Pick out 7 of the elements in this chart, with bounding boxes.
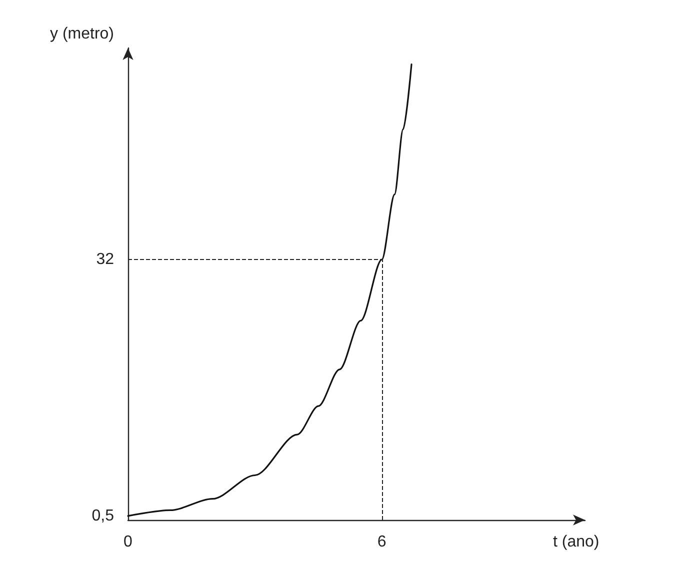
y-tick-label: 0,5 bbox=[92, 507, 114, 524]
y-axis-title: y (metro) bbox=[50, 26, 114, 42]
x-tick-label: 0 bbox=[124, 534, 133, 550]
x-tick-label: 6 bbox=[377, 534, 386, 550]
y-tick-label: 32 bbox=[96, 251, 114, 268]
x-axis-title: t (ano) bbox=[553, 534, 600, 550]
line-series bbox=[127, 63, 412, 517]
